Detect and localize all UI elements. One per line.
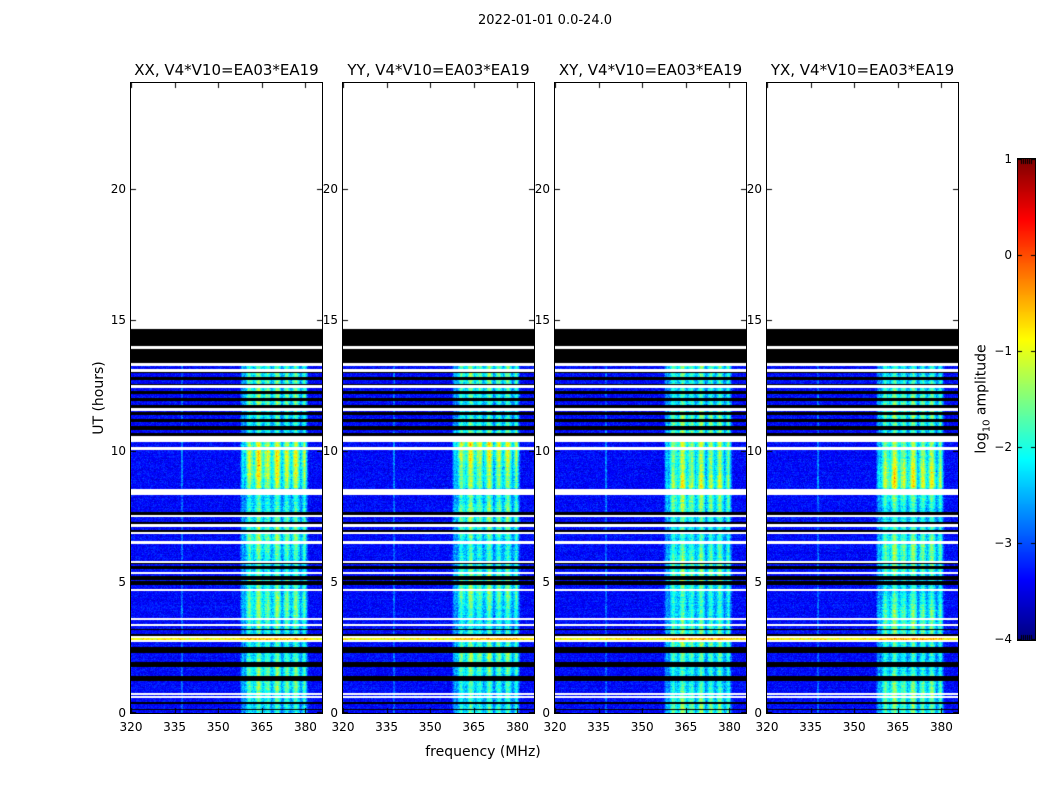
spectrogram-canvas-xx: [130, 82, 323, 714]
x-tick-label: 335: [799, 720, 823, 734]
y-tick-label: 20: [110, 182, 126, 197]
y-tick-label: 10: [322, 444, 338, 459]
y-axis-label: UT (hours): [91, 361, 107, 435]
y-tick-label: 15: [322, 313, 338, 328]
colorbar-tick-label: −3: [994, 536, 1012, 550]
x-tick-label: 350: [630, 720, 654, 734]
panel-title-xy: XY, V4*V10=EA03*EA19: [558, 61, 743, 79]
panel-title-yy: YY, V4*V10=EA03*EA19: [347, 61, 530, 79]
y-tick-label: 15: [534, 313, 550, 328]
x-tick-label: 335: [375, 720, 399, 734]
colorbar-tick-label: 0: [1004, 248, 1012, 262]
x-tick-label: 350: [418, 720, 442, 734]
y-tick-label: 10: [746, 444, 762, 459]
x-tick-label: 365: [674, 720, 698, 734]
x-tick-label: 320: [119, 720, 143, 734]
colorbar-tick-label: −4: [994, 632, 1012, 646]
panel-xx: XX, V4*V10=EA03*EA19 320 335 350 365 380 0 5 10…: [111, 61, 323, 734]
y-tick-label: 0: [542, 706, 550, 720]
spectrogram-canvas-yx: [766, 82, 959, 714]
panel-yx: YX, V4*V10=EA03*EA19 320 335 350 365 380 0 5 10…: [747, 61, 959, 734]
y-tick-label: 0: [754, 706, 762, 720]
spectrogram-canvas-xy: [554, 82, 747, 714]
x-tick-label: 380: [505, 720, 529, 734]
x-tick-label: 335: [587, 720, 611, 734]
y-tick-label: 0: [118, 706, 126, 720]
y-tick-label: 5: [542, 575, 550, 590]
x-axis-label: frequency (MHz): [425, 744, 541, 760]
colorbar-label-sub: 10: [981, 419, 993, 433]
y-tick-label: 10: [534, 444, 550, 459]
panel-title-xx: XX, V4*V10=EA03*EA19: [134, 61, 319, 79]
y-tick-label: 5: [330, 575, 338, 590]
x-tick-label: 320: [543, 720, 567, 734]
x-tick-label: 380: [929, 720, 953, 734]
y-tick-label: 10: [110, 444, 126, 459]
y-tick-label: 0: [330, 706, 338, 720]
panel-xy: XY, V4*V10=EA03*EA19 320 335 350 365 380 0 5 10…: [535, 61, 747, 734]
colorbar-tick-label: −1: [994, 344, 1012, 358]
x-tick-label: 365: [250, 720, 274, 734]
y-tick-label: 15: [746, 313, 762, 328]
colorbar-label-pre: log: [973, 432, 990, 454]
y-tick-label: 20: [746, 182, 762, 197]
x-tick-label: 365: [462, 720, 486, 734]
panel-title-yx: YX, V4*V10=EA03*EA19: [770, 61, 955, 79]
y-tick-label: 20: [534, 182, 550, 197]
x-tick-label: 320: [755, 720, 779, 734]
spectrogram-canvas-yy: [342, 82, 535, 714]
colorbar-canvas: [1017, 158, 1036, 641]
y-tick-label: 5: [754, 575, 762, 590]
y-tick-label: 5: [118, 575, 126, 590]
colorbar-tick-label: −2: [994, 440, 1012, 454]
y-tick-label: 15: [110, 313, 126, 328]
x-tick-label: 365: [886, 720, 910, 734]
panel-yy: YY, V4*V10=EA03*EA19 320 335 350 365 380 0 5 10…: [323, 61, 535, 734]
x-tick-label: 335: [163, 720, 187, 734]
x-tick-label: 350: [206, 720, 230, 734]
figure-title: 2022-01-01 0.0-24.0: [478, 13, 612, 28]
colorbar-label-post: amplitude: [973, 344, 990, 420]
x-tick-label: 380: [717, 720, 741, 734]
y-tick-label: 20: [322, 182, 338, 197]
x-tick-label: 320: [331, 720, 355, 734]
colorbar: 1 0 −1 −2 −3 −4: [994, 152, 1036, 646]
x-tick-label: 350: [842, 720, 866, 734]
colorbar-tick-label: 1: [1004, 152, 1012, 166]
x-tick-label: 380: [293, 720, 317, 734]
colorbar-label: log10 amplitude: [974, 344, 993, 453]
